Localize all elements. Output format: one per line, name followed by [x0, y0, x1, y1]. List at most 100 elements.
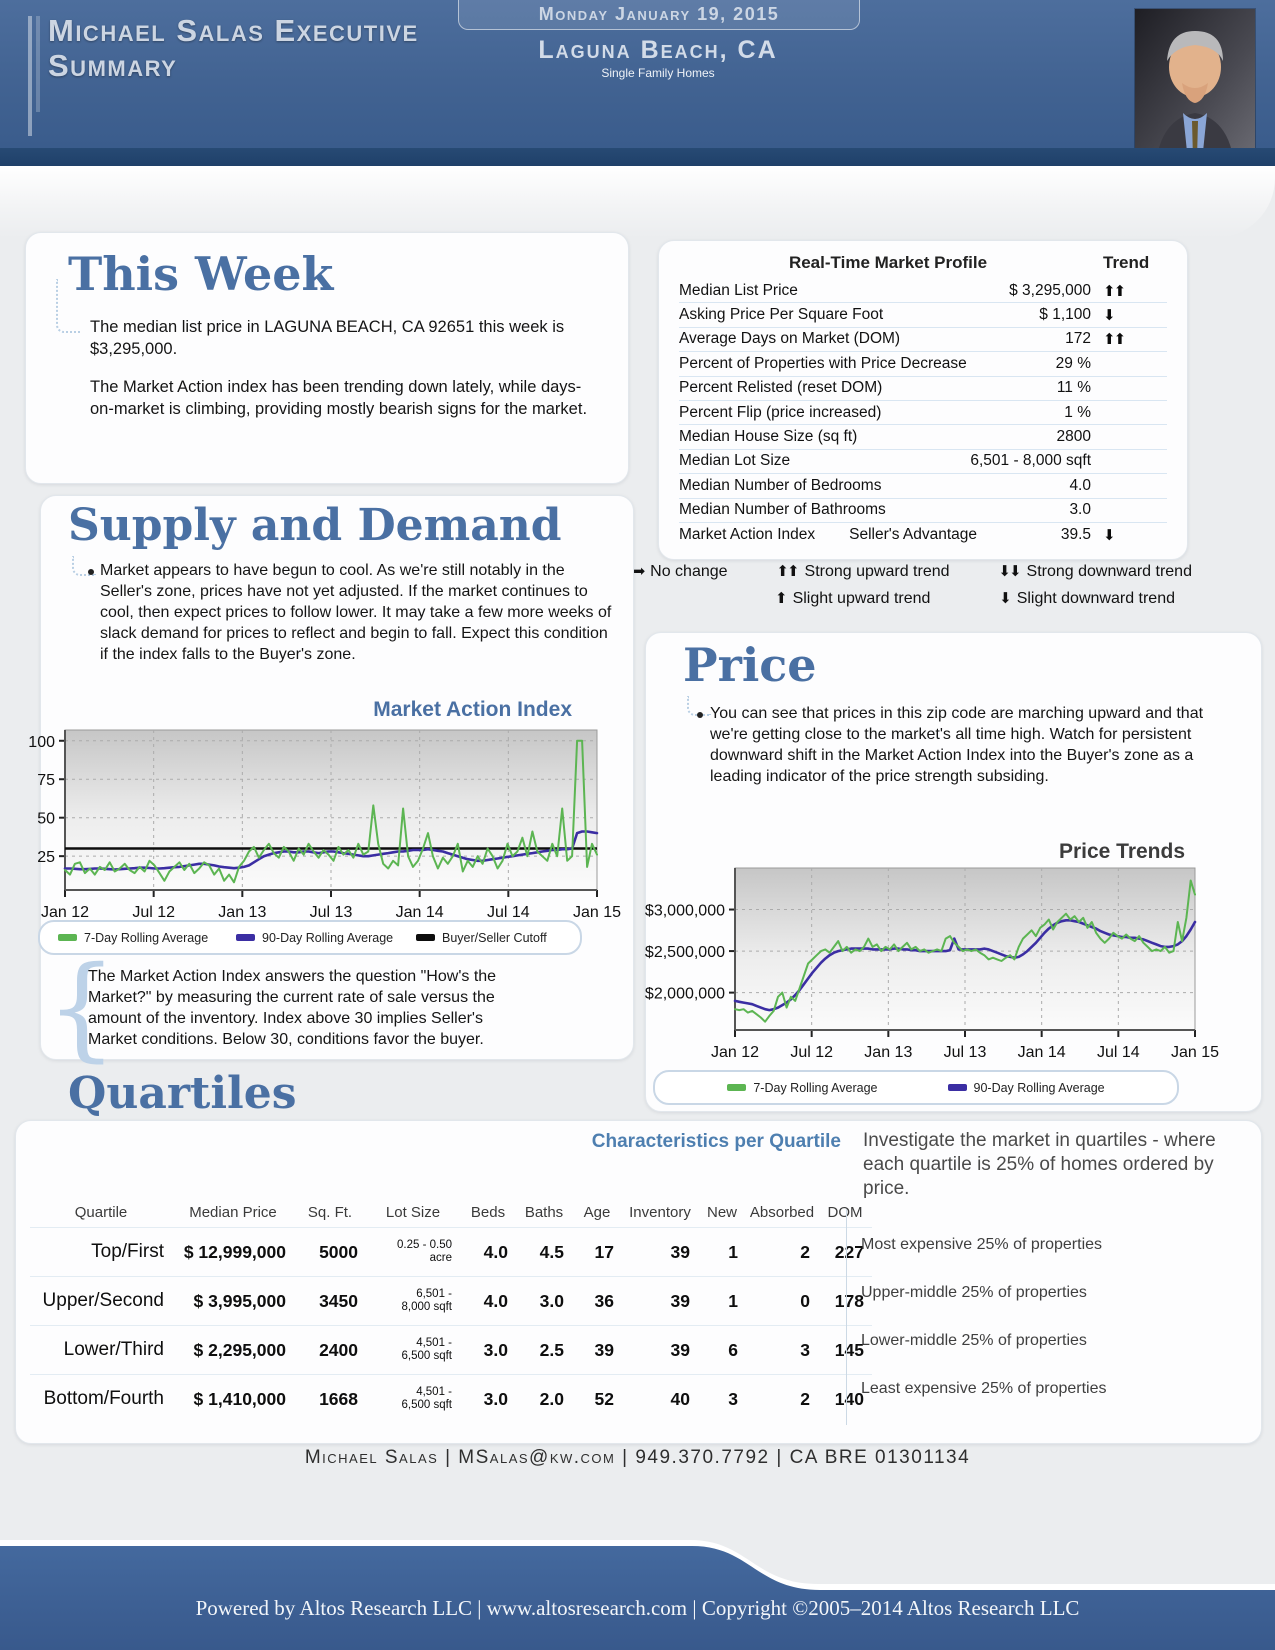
slight-up-icon: ⬆	[775, 590, 788, 607]
metric-label: Market Action Index	[679, 525, 816, 543]
header-swoosh	[0, 166, 1275, 238]
quartiles-table-title: Characteristics per Quartile	[591, 1131, 841, 1152]
header: Michael Salas Executive Summary Monday J…	[0, 0, 1275, 171]
corner-decoration	[56, 279, 80, 333]
bullet-icon	[697, 712, 703, 718]
quartile-name: Top/First	[30, 1227, 172, 1276]
metric-value: 3.0	[1069, 501, 1091, 519]
table-row: Market Action Index Seller's Advantage 39.…	[679, 523, 1167, 546]
quartile-name: Upper/Second	[30, 1276, 172, 1325]
quartiles-table: Quartile Median Price Sq. Ft. Lot Size B…	[30, 1187, 872, 1423]
table-row: Median Lot Size 6,501 - 8,000 sqft	[679, 450, 1167, 475]
green-swatch-icon	[58, 934, 77, 941]
quartile-description: Lower-middle 25% of properties	[861, 1332, 1087, 1349]
column-header: Quartile	[74, 1204, 128, 1221]
metric-label: Asking Price Per Square Foot	[679, 306, 884, 324]
table-row: Median Number of Bedrooms 4.0	[679, 474, 1167, 499]
report-title: Michael Salas Executive Summary	[48, 13, 419, 83]
slight-down-icon: ⬇	[999, 590, 1012, 607]
svg-text:$2,000,000: $2,000,000	[645, 986, 725, 1003]
metric-label: Percent Flip (price increased)	[679, 403, 882, 421]
trend-column-header: Trend	[1103, 253, 1150, 272]
svg-text:Jan 13: Jan 13	[218, 904, 266, 921]
mai-chart-title: Market Action Index	[373, 698, 572, 721]
column-header: Baths	[524, 1204, 564, 1221]
table-row: Average Days on Market (DOM) 172 ⬆⬆	[679, 328, 1167, 353]
property-type-subtitle: Single Family Homes	[601, 66, 715, 80]
table-row: Percent of Properties with Price Decreas…	[679, 352, 1167, 377]
metric-value: 172	[1065, 330, 1091, 348]
metric-value: 1 %	[1064, 403, 1091, 421]
metric-label: Average Days on Market (DOM)	[679, 330, 901, 348]
quartile-name: Lower/Third	[30, 1325, 172, 1374]
green-swatch-icon	[727, 1084, 747, 1091]
metric-label: Median List Price	[679, 281, 798, 299]
metric-label: Median Number of Bathrooms	[679, 501, 886, 519]
metric-label: Percent of Properties with Price Decreas…	[679, 354, 967, 372]
footer-credit: Powered by Altos Research LLC | www.alto…	[195, 1596, 1080, 1620]
trend-arrow-icon: ⬆⬆	[1103, 331, 1126, 349]
svg-text:Jan 15: Jan 15	[1171, 1044, 1219, 1061]
trend-arrow-icon: ⬇	[1103, 526, 1116, 544]
supply-demand-text: Market appears to have begun to cool. As…	[100, 562, 612, 664]
price-chart-title: Price Trends	[1058, 840, 1185, 863]
svg-text:Jan 13: Jan 13	[864, 1044, 912, 1061]
table-row: Median List Price $ 3,295,000 ⬆⬆	[679, 279, 1167, 304]
quartile-name: Bottom/Fourth	[30, 1374, 172, 1423]
header-stripe-decoration	[28, 16, 40, 136]
table-row: Asking Price Per Square Foot $ 1,100 ⬇	[679, 303, 1167, 328]
bullet-icon	[88, 569, 94, 575]
market-action-index-chart: Jan 12 Jul 12 Jan 13 Jul 13 Jan 14 Jul 14 Jan …	[28, 729, 621, 921]
this-week-heading: This Week	[68, 247, 334, 301]
column-header: DOM	[827, 1204, 863, 1221]
column-header: Sq. Ft.	[307, 1204, 353, 1221]
svg-text:Jul 14: Jul 14	[487, 904, 530, 921]
strong-down-icon: ⬇⬇	[998, 563, 1021, 580]
date-badge: Monday January 19, 2015	[458, 0, 860, 30]
quartile-description: Upper-middle 25% of properties	[861, 1284, 1087, 1301]
column-header: Inventory	[629, 1204, 691, 1221]
quartiles-intro: Investigate the market in quartiles - wh…	[863, 1130, 1216, 1199]
metric-label: Median Lot Size	[679, 452, 791, 470]
trend-arrow-icon: ⬆⬆	[1103, 282, 1126, 300]
market-profile-title: Real-Time Market Profile	[788, 253, 988, 272]
quartile-descriptions: Most expensive 25% of properties Upper-m…	[861, 1221, 1251, 1413]
price-text: You can see that prices in this zip code…	[710, 705, 1204, 786]
column-header: Median Price	[189, 1204, 277, 1221]
quartiles-heading: Quartiles	[68, 1068, 297, 1119]
price-legend: 7-Day Rolling Average 90-Day Rolling Ave…	[653, 1070, 1179, 1105]
svg-text:Jul 14: Jul 14	[1097, 1044, 1140, 1061]
mai-note-text: The Market Action Index answers the ques…	[88, 968, 497, 1049]
table-row: Percent Flip (price increased) 1 %	[679, 401, 1167, 426]
svg-text:Jan 12: Jan 12	[711, 1044, 759, 1061]
column-header: Age	[583, 1204, 611, 1221]
svg-text:Jul 13: Jul 13	[310, 904, 353, 921]
table-row: Percent Relisted (reset DOM) 11 %	[679, 377, 1167, 401]
metric-value: 2800	[1056, 428, 1091, 446]
svg-text:Jan 14: Jan 14	[1018, 1044, 1066, 1061]
agent-photo	[1135, 9, 1255, 171]
column-header: Absorbed	[749, 1204, 815, 1221]
supply-demand-heading: Supply and Demand	[68, 500, 562, 551]
table-row: Median House Size (sq ft) 2800	[679, 425, 1167, 450]
metric-label: Percent Relisted (reset DOM)	[679, 379, 883, 397]
footer-bar	[0, 1540, 1275, 1650]
metric-value: 29 %	[1055, 354, 1091, 372]
svg-text:50: 50	[37, 811, 55, 828]
quartiles-panel: Characteristics per Quartile Investigate…	[15, 1120, 1262, 1444]
corner-decoration	[72, 556, 96, 576]
black-swatch-icon	[416, 934, 435, 941]
svg-text:$3,000,000: $3,000,000	[645, 903, 725, 920]
metric-label: Median Number of Bedrooms	[679, 476, 882, 494]
metric-value: 39.5	[1060, 525, 1091, 543]
this-week-panel: This Week The median list price in LAGUN…	[25, 232, 629, 484]
purple-swatch-icon	[236, 934, 255, 941]
market-profile-panel: Real-Time Market Profile Trend Median Li…	[658, 240, 1188, 560]
column-header: Beds	[470, 1204, 506, 1221]
column-header: Lot Size	[385, 1204, 441, 1221]
metric-value: 4.0	[1069, 476, 1091, 494]
svg-text:Jan 12: Jan 12	[41, 904, 89, 921]
trend-arrow-icon: ⬇	[1103, 307, 1116, 325]
metric-value: $ 1,100	[1039, 306, 1091, 324]
